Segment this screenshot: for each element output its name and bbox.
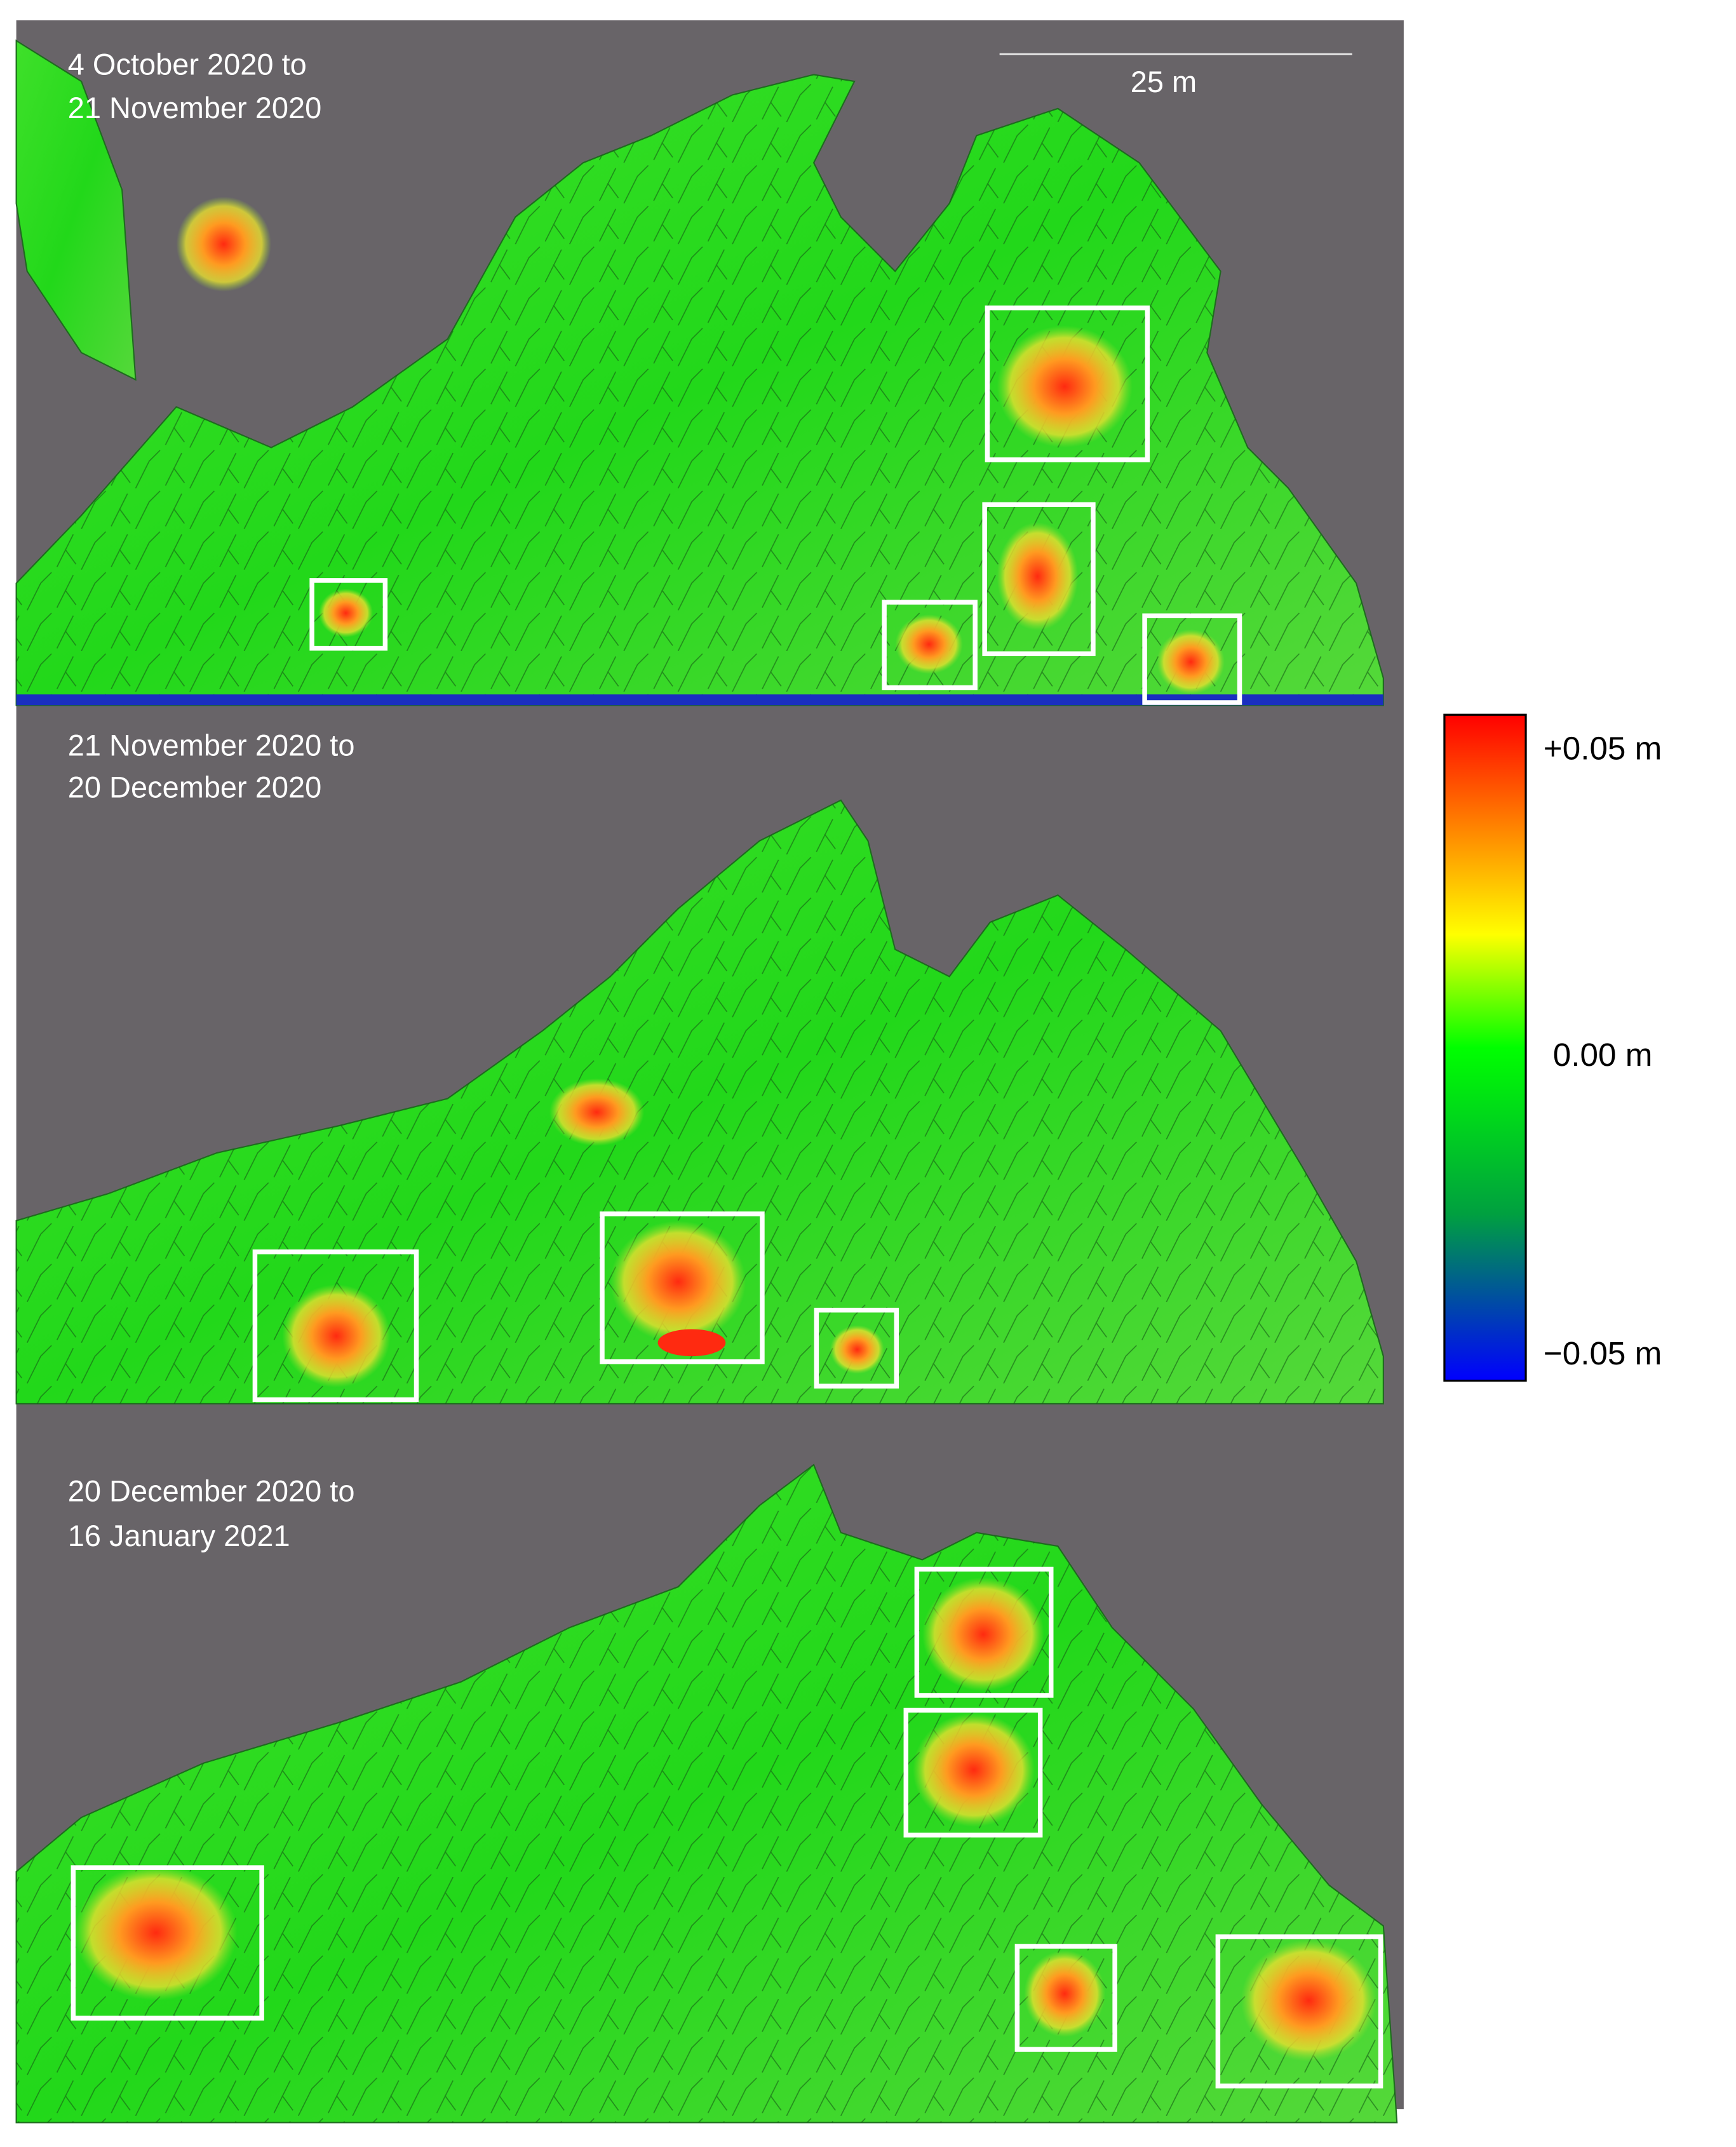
panel-label: 21 November 2020 to	[68, 728, 355, 762]
panel-label: 16 January 2021	[68, 1519, 290, 1552]
panel-label: 21 November 2020	[68, 91, 321, 125]
highlight-boxes	[71, 305, 1383, 2089]
panel-label: 20 December 2020	[68, 770, 321, 804]
panel-label: 4 October 2020 to	[68, 47, 307, 81]
colorbar-label: +0.05 m	[1544, 730, 1662, 767]
panel-1-terrain	[15, 39, 1384, 706]
colorbar-label: −0.05 m	[1544, 1335, 1662, 1371]
scale-bar-label: 25 m	[1131, 65, 1197, 98]
colorbar-label: 0.00 m	[1553, 1037, 1653, 1073]
colorbar	[1443, 713, 1527, 1382]
panel-label: 20 December 2020 to	[68, 1474, 355, 1508]
